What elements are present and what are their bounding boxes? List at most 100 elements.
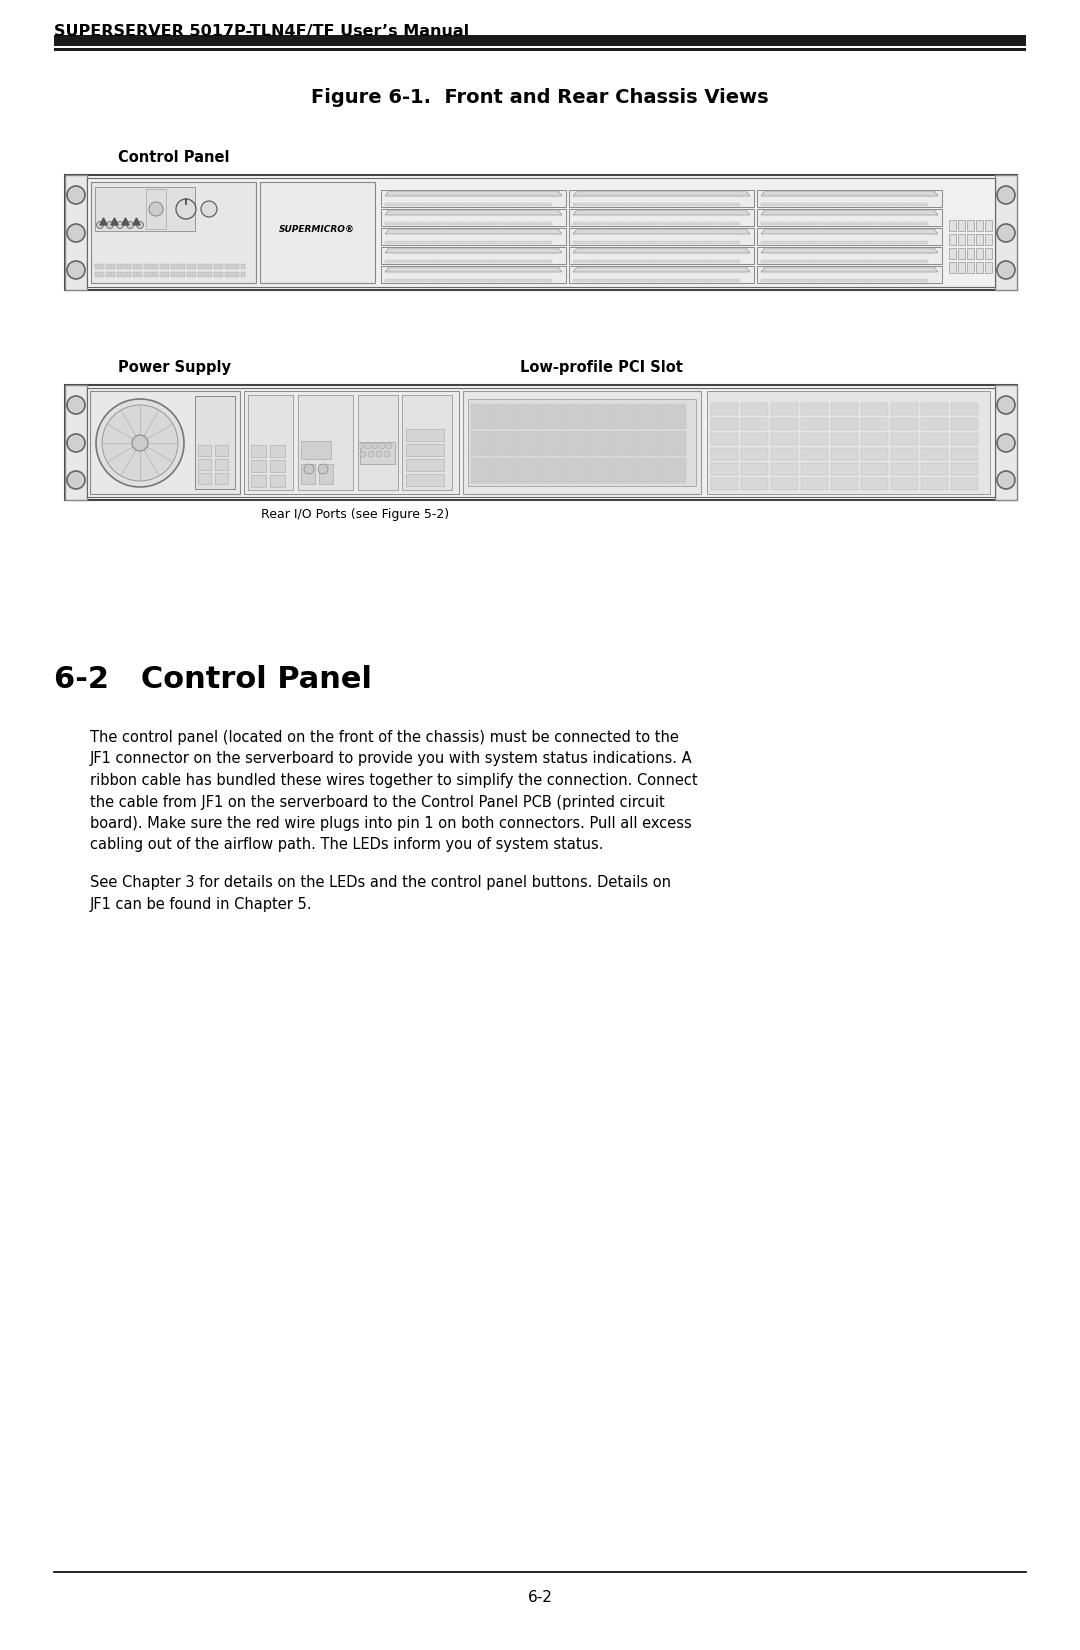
- Text: SUPERMICRO®: SUPERMICRO®: [279, 224, 355, 234]
- Bar: [643, 223, 656, 224]
- Bar: [685, 223, 698, 224]
- Bar: [171, 272, 175, 277]
- Bar: [539, 279, 552, 282]
- Bar: [699, 203, 712, 206]
- Bar: [531, 459, 542, 483]
- Bar: [629, 279, 642, 282]
- Bar: [861, 417, 888, 431]
- Bar: [298, 394, 353, 490]
- Bar: [591, 459, 602, 483]
- Bar: [399, 223, 411, 224]
- Bar: [519, 431, 530, 455]
- Bar: [915, 223, 928, 224]
- Bar: [127, 272, 132, 277]
- Bar: [187, 272, 191, 277]
- Bar: [384, 203, 399, 206]
- Bar: [483, 241, 496, 244]
- Bar: [106, 272, 110, 277]
- Bar: [235, 264, 240, 269]
- Bar: [741, 432, 768, 446]
- Bar: [402, 394, 453, 490]
- Bar: [192, 272, 197, 277]
- Bar: [539, 203, 552, 206]
- Bar: [497, 279, 510, 282]
- Bar: [399, 241, 411, 244]
- Bar: [495, 431, 507, 455]
- Bar: [399, 279, 411, 282]
- Circle shape: [67, 470, 85, 488]
- Bar: [525, 279, 538, 282]
- Bar: [497, 203, 510, 206]
- Bar: [711, 449, 738, 460]
- Bar: [569, 210, 754, 226]
- Bar: [543, 404, 554, 429]
- Bar: [801, 478, 828, 490]
- Bar: [270, 446, 285, 457]
- Bar: [663, 431, 674, 455]
- Bar: [915, 261, 928, 262]
- Polygon shape: [100, 218, 107, 224]
- Circle shape: [386, 442, 392, 449]
- Bar: [757, 228, 942, 244]
- Text: Power Supply: Power Supply: [118, 360, 231, 375]
- Bar: [627, 459, 638, 483]
- Bar: [413, 279, 426, 282]
- Bar: [198, 446, 211, 455]
- Bar: [831, 241, 843, 244]
- Text: 6-2   Control Panel: 6-2 Control Panel: [54, 665, 372, 695]
- Bar: [976, 219, 983, 231]
- Polygon shape: [573, 191, 750, 196]
- Bar: [531, 431, 542, 455]
- Bar: [675, 459, 686, 483]
- Bar: [675, 431, 686, 455]
- Bar: [951, 464, 978, 475]
- Bar: [845, 279, 858, 282]
- Bar: [801, 449, 828, 460]
- Polygon shape: [573, 267, 750, 272]
- Bar: [757, 248, 942, 264]
- Bar: [831, 261, 843, 262]
- Bar: [891, 478, 918, 490]
- Bar: [713, 203, 726, 206]
- Text: Control Panel: Control Panel: [118, 150, 229, 165]
- Bar: [757, 190, 942, 206]
- Bar: [761, 241, 774, 244]
- Bar: [951, 403, 978, 416]
- Bar: [600, 261, 615, 262]
- Bar: [859, 203, 872, 206]
- Bar: [901, 203, 914, 206]
- Bar: [507, 431, 518, 455]
- Bar: [831, 464, 858, 475]
- Bar: [539, 261, 552, 262]
- Bar: [195, 396, 235, 488]
- Bar: [921, 432, 948, 446]
- Bar: [208, 272, 213, 277]
- Bar: [225, 264, 229, 269]
- Bar: [181, 264, 186, 269]
- Bar: [187, 264, 191, 269]
- Bar: [569, 248, 754, 264]
- Circle shape: [96, 399, 184, 487]
- Bar: [413, 203, 426, 206]
- Bar: [901, 261, 914, 262]
- Bar: [600, 279, 615, 282]
- Bar: [685, 279, 698, 282]
- Bar: [985, 248, 993, 259]
- Bar: [539, 223, 552, 224]
- Bar: [160, 272, 164, 277]
- Circle shape: [928, 210, 932, 215]
- Bar: [663, 404, 674, 429]
- Bar: [761, 261, 774, 262]
- Polygon shape: [384, 248, 562, 252]
- Bar: [511, 223, 524, 224]
- Bar: [629, 203, 642, 206]
- Bar: [171, 264, 175, 269]
- Bar: [176, 272, 180, 277]
- Bar: [675, 404, 686, 429]
- Bar: [629, 241, 642, 244]
- Text: Low-profile PCI Slot: Low-profile PCI Slot: [519, 360, 683, 375]
- Bar: [579, 431, 590, 455]
- Bar: [711, 417, 738, 431]
- Bar: [381, 210, 566, 226]
- Bar: [235, 272, 240, 277]
